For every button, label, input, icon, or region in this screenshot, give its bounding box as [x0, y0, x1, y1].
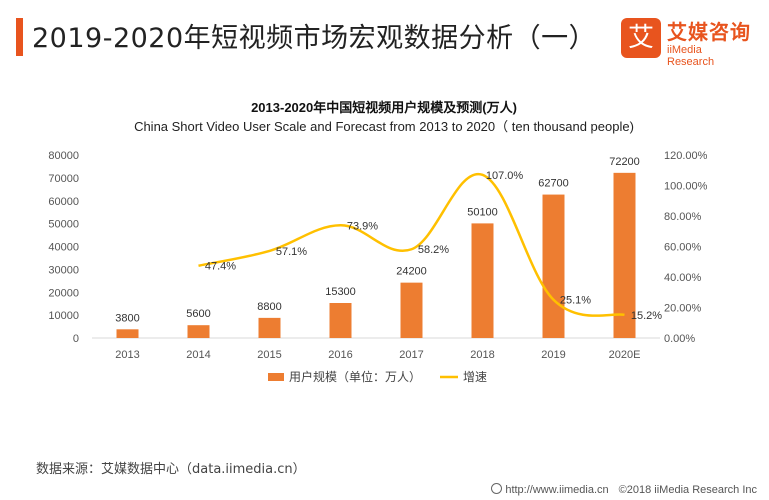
bar-value-label: 24200 — [396, 266, 427, 278]
bar-value-label: 72200 — [609, 156, 640, 168]
data-source: 数据来源：艾媒数据中心（data.iimedia.cn） — [36, 462, 306, 477]
bar-value-label: 62700 — [538, 178, 569, 190]
growth-value-label: 47.4% — [205, 261, 236, 273]
bar-2013 — [116, 329, 139, 338]
growth-value-label: 15.2% — [631, 310, 662, 322]
globe-icon — [491, 483, 503, 494]
y-right-tick-label: 40.00% — [664, 272, 702, 284]
footer-copyright: ©2018 iiMedia Research Inc — [618, 484, 757, 496]
logo-name-cn: 艾媒咨询 — [667, 20, 751, 44]
footer: http://www.iimedia.cn ©2018 iiMedia Resea… — [491, 483, 757, 496]
brand-logo: 艾 艾媒咨询 iiMedia Research — [621, 14, 751, 68]
legend-bar-swatch — [268, 373, 284, 381]
x-tick-label: 2013 — [115, 349, 139, 361]
growth-value-label: 57.1% — [276, 246, 307, 258]
y-left-tick-label: 60000 — [48, 196, 79, 208]
x-tick-label: 2019 — [541, 349, 565, 361]
x-tick-label: 2016 — [328, 349, 352, 361]
chart-title: 2013-2020年中国短视频用户规模及预测(万人) — [251, 100, 517, 115]
growth-value-label: 73.9% — [347, 220, 378, 232]
x-tick-label: 2014 — [186, 349, 210, 361]
logo-name-en: iiMedia Research — [667, 44, 715, 68]
growth-value-label: 25.1% — [560, 295, 591, 307]
chart-container: 2013-2020年中国短视频用户规模及预测(万人) China Short Vi… — [0, 90, 769, 400]
bar-2014 — [187, 325, 210, 338]
bar-2019 — [542, 194, 565, 338]
x-tick-label: 2018 — [470, 349, 494, 361]
y-right-tick-label: 0.00% — [664, 333, 695, 345]
growth-value-label: 58.2% — [418, 244, 449, 256]
y-left-tick-label: 20000 — [48, 287, 79, 299]
y-left-tick-label: 30000 — [48, 264, 79, 276]
x-tick-label: 2015 — [257, 349, 281, 361]
bar-value-label: 5600 — [186, 308, 210, 320]
x-tick-label: 2017 — [399, 349, 423, 361]
legend-line-label: 增速 — [463, 370, 487, 384]
bar-value-label: 8800 — [257, 301, 281, 313]
legend-bar-label: 用户规模（单位：万人） — [289, 369, 421, 384]
title-accent-bar — [16, 18, 23, 56]
bar-2015 — [258, 317, 281, 338]
bar-2020E — [613, 172, 636, 338]
y-right-tick-label: 60.00% — [664, 242, 702, 254]
y-left-tick-label: 40000 — [48, 242, 79, 254]
y-left-tick-label: 50000 — [48, 219, 79, 231]
y-left-tick-label: 10000 — [48, 310, 79, 322]
y-right-tick-label: 20.00% — [664, 303, 702, 315]
bar-value-label: 50100 — [467, 206, 498, 218]
y-left-tick-label: 70000 — [48, 173, 79, 185]
x-tick-label: 2020E — [609, 349, 641, 361]
bar-value-label: 3800 — [115, 312, 139, 324]
growth-value-label: 107.0% — [486, 170, 524, 182]
combo-chart: 2013-2020年中国短视频用户规模及预测(万人) China Short Vi… — [48, 100, 708, 384]
y-right-tick-label: 80.00% — [664, 211, 702, 223]
y-left-tick-label: 0 — [73, 333, 79, 345]
bar-2016 — [329, 303, 352, 338]
bar-2018 — [471, 223, 494, 338]
page-title: 2019-2020年短视频市场宏观数据分析（一） — [32, 23, 597, 54]
logo-mark: 艾 — [621, 18, 661, 58]
y-right-tick-label: 100.00% — [664, 181, 708, 193]
footer-url[interactable]: http://www.iimedia.cn — [505, 484, 609, 496]
y-left-tick-label: 80000 — [48, 150, 79, 162]
bar-2017 — [400, 282, 423, 338]
bar-value-label: 15300 — [325, 286, 356, 298]
y-right-tick-label: 120.00% — [664, 150, 708, 162]
growth-line — [198, 172, 625, 317]
chart-subtitle: China Short Video User Scale and Forecas… — [134, 119, 634, 134]
